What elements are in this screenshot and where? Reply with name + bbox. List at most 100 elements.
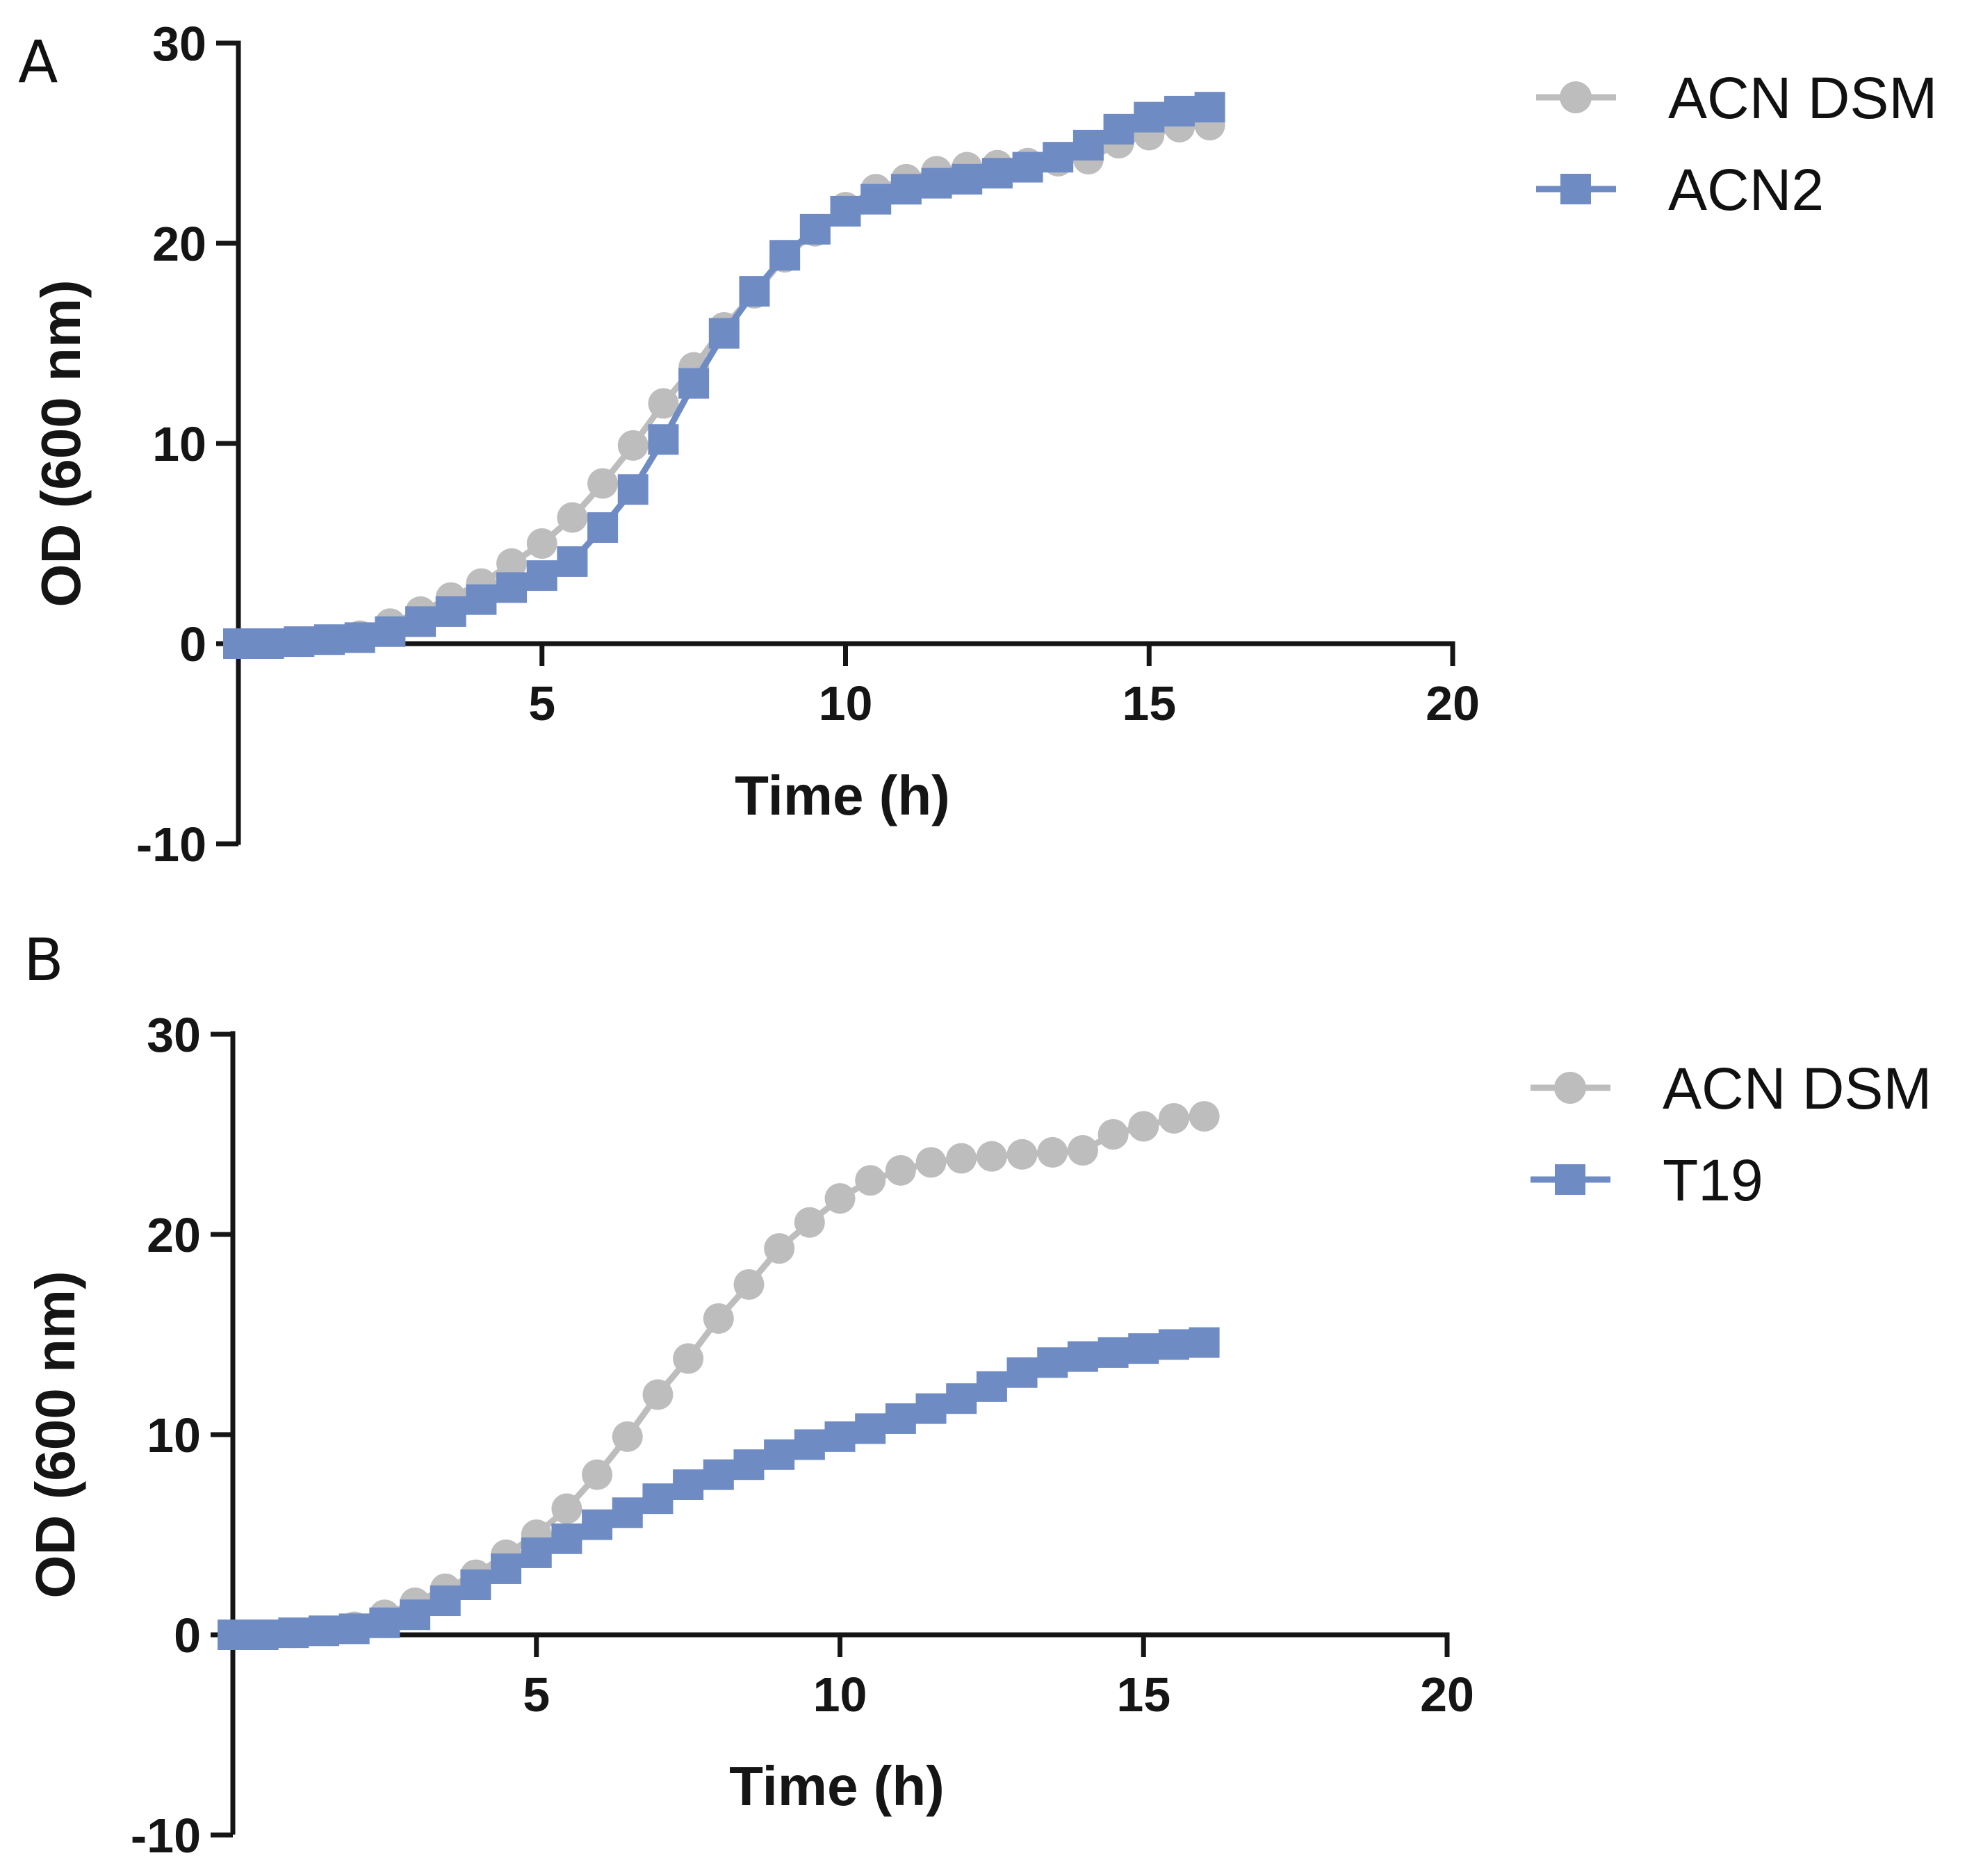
data-point (400, 1599, 431, 1631)
data-point (824, 1421, 856, 1452)
data-point (1189, 1101, 1220, 1132)
data-point (612, 1421, 643, 1452)
panel-b: B -10 0 10 20 30 5 10 15 20 Time (h) OD (600 nm)… (24, 926, 1932, 1863)
data-point (678, 368, 710, 399)
data-point (1164, 95, 1195, 127)
data-point (557, 502, 588, 533)
data-point (218, 1620, 248, 1650)
data-point (582, 1509, 613, 1540)
panel-b-series (218, 1101, 1220, 1650)
data-point (617, 430, 648, 461)
data-point (890, 174, 922, 205)
data-point (1158, 1329, 1189, 1360)
panel-b-x-axis-title: Time (h) (729, 1755, 945, 1817)
panel-b-legend-item-acn-dsm: ACN DSM (1531, 1056, 1932, 1121)
panel-a-legend-item-acn2: ACN2 (1536, 157, 1824, 222)
panel-a-legend-item-acn-dsm: ACN DSM (1536, 65, 1937, 131)
data-point (648, 424, 679, 455)
data-point (1037, 1347, 1068, 1378)
data-point (1037, 1136, 1068, 1168)
data-point (491, 1553, 522, 1584)
data-point (855, 1165, 886, 1196)
legend-marker-acn-dsm (1560, 81, 1592, 113)
data-point (976, 1141, 1007, 1172)
panel-a-ticks: -10 0 10 20 30 5 10 15 20 (136, 17, 1480, 872)
data-point (885, 1403, 916, 1434)
data-point (582, 1459, 613, 1490)
panel-a-x-axis-title: Time (h) (735, 765, 950, 826)
data-point (435, 596, 466, 627)
data-point (1012, 152, 1043, 183)
legend-marker-acn-dsm (1554, 1072, 1586, 1104)
data-point (642, 1483, 674, 1515)
data-point (915, 1147, 947, 1178)
data-point (375, 616, 406, 647)
data-point (1128, 1333, 1159, 1364)
data-point (496, 548, 528, 579)
data-point (703, 1459, 734, 1490)
data-point (642, 1379, 674, 1410)
data-point (521, 1537, 552, 1568)
data-point (526, 560, 557, 592)
data-point (981, 158, 1013, 189)
data-point (309, 1615, 340, 1647)
data-point (587, 468, 619, 499)
y-tick-label: 10 (147, 1408, 201, 1462)
data-point (1043, 142, 1074, 173)
data-point (587, 512, 619, 543)
y-tick-label: 20 (152, 217, 206, 271)
y-tick-label: 30 (147, 1008, 201, 1062)
panel-b-legend-item-t19: T19 (1531, 1148, 1763, 1213)
panel-a: A -10 0 10 20 30 5 10 15 20 Time (h) OD (600 nm)… (18, 17, 1937, 872)
data-point (1189, 1327, 1220, 1358)
data-point (794, 1207, 825, 1238)
data-point (764, 1439, 795, 1470)
x-tick-label: 10 (819, 676, 873, 731)
data-point (915, 1393, 947, 1424)
data-point (733, 1269, 765, 1300)
x-tick-label: 15 (1116, 1667, 1170, 1722)
data-point (1103, 113, 1134, 145)
data-point (794, 1429, 825, 1460)
data-point (617, 474, 648, 505)
panel-b-y-axis-title: OD (600 nm) (24, 1271, 86, 1598)
data-point (733, 1449, 765, 1481)
y-tick-label: 10 (152, 417, 206, 471)
data-point (466, 584, 497, 615)
x-tick-label: 10 (813, 1667, 867, 1722)
panel-a-series (223, 92, 1225, 659)
panel-a-label: A (18, 28, 58, 96)
data-point (673, 1343, 704, 1374)
x-tick-label: 15 (1122, 676, 1176, 731)
data-point (314, 624, 345, 655)
data-point (1006, 1357, 1038, 1388)
data-point (703, 1303, 734, 1334)
data-point (496, 572, 528, 603)
data-point (284, 626, 315, 658)
data-point (921, 168, 952, 199)
data-point (1006, 1139, 1038, 1170)
data-point (860, 183, 892, 215)
panel-a-legend-label-acn-dsm: ACN DSM (1668, 65, 1937, 131)
data-point (1097, 1119, 1129, 1150)
data-point (551, 1523, 582, 1554)
legend-marker-acn2 (1560, 174, 1591, 204)
y-tick-label: 0 (179, 617, 206, 671)
data-point (223, 628, 254, 659)
data-point (1194, 92, 1225, 123)
data-point (885, 1155, 916, 1186)
data-point (1097, 1337, 1129, 1368)
data-point (612, 1497, 643, 1528)
y-tick-label: 20 (147, 1208, 201, 1262)
panel-a-legend-label-acn2: ACN2 (1668, 157, 1824, 222)
data-point (253, 628, 284, 659)
y-tick-label: -10 (136, 817, 206, 872)
panel-b-label: B (24, 926, 64, 994)
data-point (344, 622, 375, 653)
data-point (1072, 129, 1104, 161)
x-tick-label: 5 (528, 676, 555, 731)
data-point (673, 1469, 704, 1500)
data-point (739, 276, 770, 307)
data-point (976, 1371, 1007, 1402)
